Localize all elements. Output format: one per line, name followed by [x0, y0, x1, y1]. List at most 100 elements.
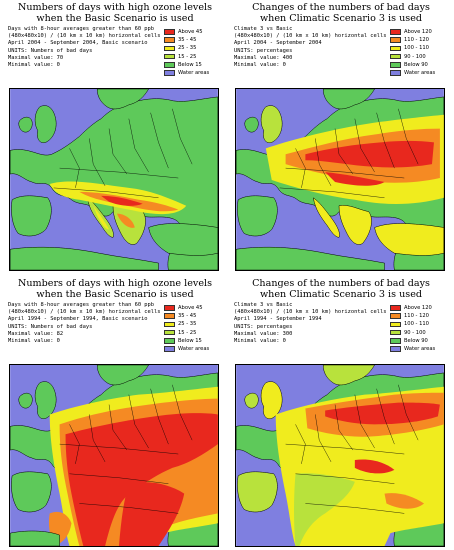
legend-label: Below 15	[178, 337, 202, 344]
change-hotspots	[275, 386, 444, 546]
land-scandinavia	[322, 365, 375, 386]
legend-entry: Water areas	[164, 69, 224, 77]
map-legend: Above 120 110 - 120 100 - 110 90 - 100 B…	[390, 304, 450, 353]
country-borders	[279, 108, 419, 198]
land-north-africa	[236, 246, 385, 270]
land-britain	[260, 381, 283, 420]
map-info: Climate 3 vs Basic (480x480x10) / (10 km…	[234, 302, 387, 345]
legend-swatch	[164, 346, 175, 352]
land-britain	[260, 105, 283, 144]
country-borders	[53, 108, 193, 198]
map-canvas	[236, 365, 444, 546]
panel-title: Numbers of days with high ozone levels w…	[4, 278, 226, 300]
map-canvas	[236, 89, 444, 270]
info-line: UNITS: Numbers of bad days	[8, 47, 93, 54]
land-iberia	[237, 195, 278, 237]
legend-swatch	[164, 62, 175, 68]
land-north-africa	[10, 246, 159, 270]
legend-swatch	[164, 70, 175, 76]
legend-entry: 90 - 100	[390, 329, 450, 337]
legend-swatch	[390, 321, 401, 328]
legend-label: Above 120	[404, 29, 432, 36]
legend-entry: Above 120	[390, 28, 450, 36]
legend-entry: 25 - 35	[164, 320, 224, 328]
info-line: April 1994 - September 1994	[234, 316, 322, 323]
title-line-1: Numbers of days with high ozone levels	[17, 2, 212, 13]
info-line: Maximal value: 70	[8, 54, 64, 61]
legend-entry: Water areas	[164, 345, 224, 353]
title-line-1: Changes of the numbers of bad days	[252, 2, 430, 13]
legend-swatch	[390, 53, 401, 60]
legend-entry: Above 45	[164, 304, 224, 312]
land-north-africa	[10, 530, 60, 546]
panel-title: Changes of the numbers of bad days when …	[230, 278, 452, 300]
legend-swatch	[164, 305, 175, 311]
land-scandinavia	[96, 89, 149, 110]
legend-label: 90 - 100	[404, 329, 426, 336]
legend-entry: Below 90	[390, 61, 450, 69]
info-line: Days with 8-hour averages greater than 6…	[8, 302, 155, 308]
legend-entry: 15 - 25	[164, 329, 224, 337]
legend-swatch	[164, 329, 175, 336]
map-legend: Above 45 35 - 45 25 - 35 15 - 25 Below 1…	[164, 304, 224, 353]
info-line: UNITS: percentages	[234, 323, 293, 330]
legend-entry: 90 - 100	[390, 53, 450, 61]
info-line: Maximal value: 400	[234, 54, 293, 61]
legend-entry: Below 15	[164, 61, 224, 69]
legend-label: 110 - 120	[404, 313, 429, 320]
legend-swatch	[390, 29, 401, 35]
info-line: UNITS: Numbers of bad days	[8, 323, 93, 330]
map-panel-3: Numbers of days with high ozone levels w…	[4, 278, 226, 548]
legend-swatch	[164, 29, 175, 35]
info-line: Climate 3 vs Basic	[234, 26, 293, 32]
map-info: Climate 3 vs Basic (480x480x10) / (10 km…	[234, 26, 387, 69]
legend-swatch	[164, 313, 175, 320]
land-britain	[34, 105, 57, 144]
legend-entry: 25 - 35	[164, 44, 224, 52]
info-line: Days with 8-hour averages greater than 6…	[8, 26, 155, 32]
land-scandinavia	[322, 89, 375, 110]
europe-map	[235, 364, 445, 547]
legend-swatch	[390, 70, 401, 76]
legend-entry: Water areas	[390, 345, 450, 353]
europe-map	[9, 88, 219, 271]
land-britain	[34, 381, 57, 420]
legend-swatch	[164, 37, 175, 44]
land-scandinavia	[96, 365, 149, 386]
legend-label: Below 90	[404, 61, 428, 68]
map-panel-2: Changes of the numbers of bad days when …	[230, 2, 452, 272]
land-ireland	[244, 116, 259, 133]
legend-label: Water areas	[178, 70, 210, 77]
legend-swatch	[390, 346, 401, 352]
legend-entry: Below 90	[390, 337, 450, 345]
legend-label: 110 - 120	[404, 37, 429, 44]
legend-entry: Above 45	[164, 28, 224, 36]
legend-label: Below 15	[178, 61, 202, 68]
ozone-hotspots	[49, 181, 187, 230]
title-line-2: when Climatic Scenario 3 is used	[259, 13, 423, 24]
legend-label: 25 - 35	[178, 45, 197, 52]
land-iberia	[11, 195, 52, 237]
legend-label: Water areas	[404, 346, 436, 353]
legend-swatch	[164, 53, 175, 60]
country-borders	[285, 384, 419, 514]
legend-label: Below 90	[404, 337, 428, 344]
info-line: Minimal value: 0	[234, 61, 286, 68]
info-line: April 2004 - September 2004, Basic scena…	[8, 40, 148, 47]
panel-title: Numbers of days with high ozone levels w…	[4, 2, 226, 24]
panel-title: Changes of the numbers of bad days when …	[230, 2, 452, 24]
legend-swatch	[164, 45, 175, 52]
info-line: (480x480x10) / (10 km x 10 km) horizonta…	[234, 33, 387, 40]
change-hotspots	[265, 114, 444, 205]
legend-entry: 35 - 45	[164, 36, 224, 44]
info-line: (480x480x10) / (10 km x 10 km) horizonta…	[8, 309, 161, 316]
info-line: Minimal value: 0	[234, 337, 286, 344]
legend-label: 25 - 35	[178, 321, 197, 328]
title-line-2: when the Basic Scenario is used	[36, 289, 194, 300]
land-ireland	[244, 392, 259, 409]
legend-swatch	[164, 321, 175, 328]
land-ireland	[18, 392, 33, 409]
legend-entry: 35 - 45	[164, 312, 224, 320]
legend-label: Above 45	[178, 29, 203, 36]
title-line-2: when Climatic Scenario 3 is used	[259, 289, 423, 300]
